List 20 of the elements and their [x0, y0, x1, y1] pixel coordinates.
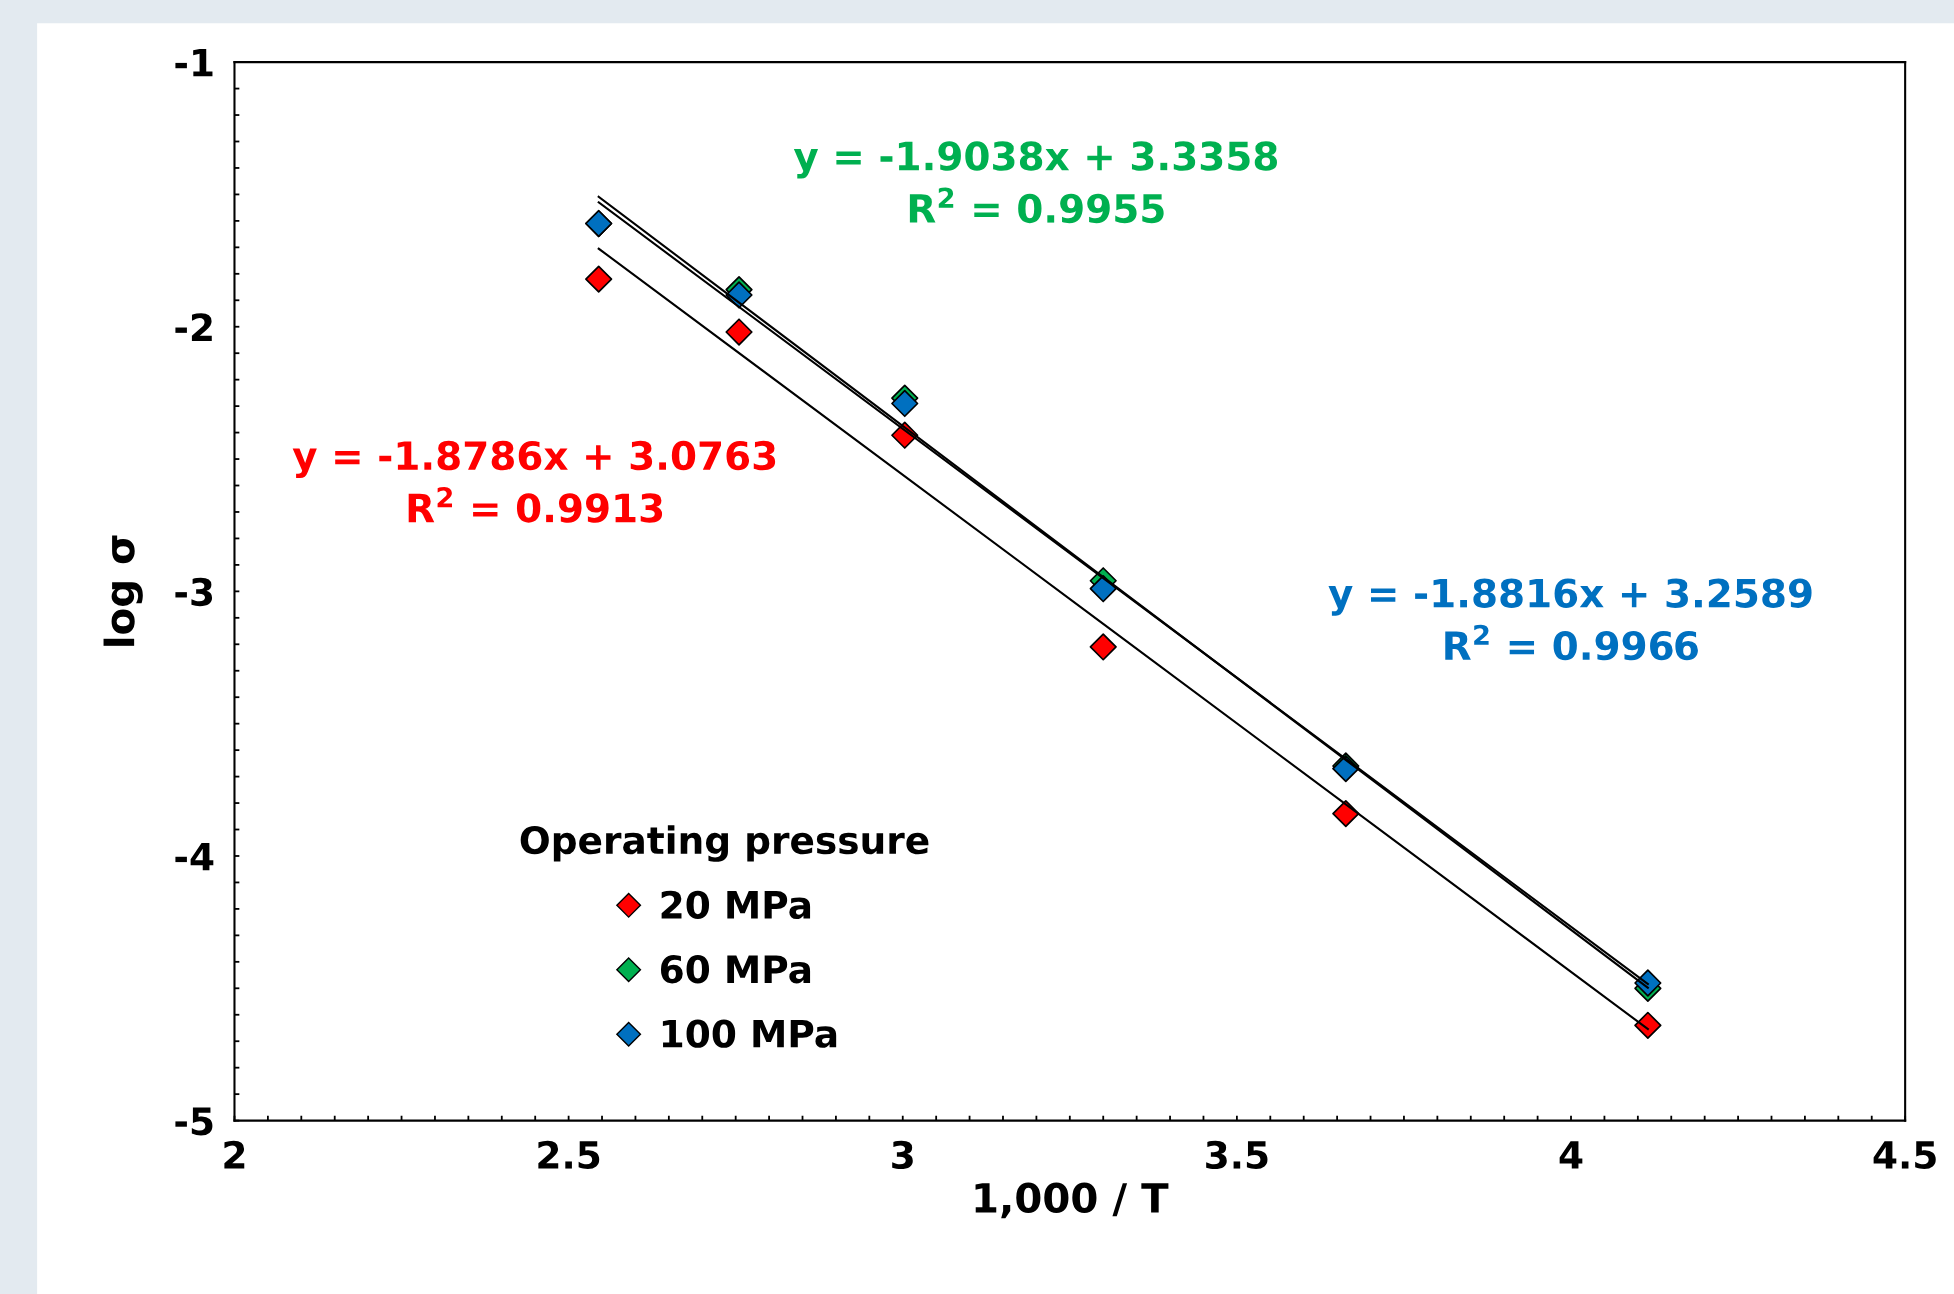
annotation: y = -1.8816x + 3.2589 R$^{2}$ = 0.9966	[1328, 578, 1812, 661]
legend-label: 20 MPa	[661, 890, 811, 919]
x-axis-title: 1,000 / T	[975, 1182, 1169, 1219]
y-tick-label: -1	[175, 49, 213, 77]
y-tick-label: -2	[175, 313, 212, 341]
x-tick-label: 4	[1559, 1141, 1583, 1169]
x-tick-label: 3	[892, 1140, 913, 1170]
legend-title: Operating pressure	[520, 825, 929, 862]
legend-label: 60 MPa	[660, 955, 811, 984]
legend-label: 100 MPa	[662, 1019, 837, 1048]
annotation: y = -1.8786x + 3.0763 R$^{2}$ = 0.9913	[292, 440, 776, 523]
x-tick-label: 3.5	[1206, 1140, 1268, 1170]
x-tick-label: 2	[224, 1140, 245, 1169]
x-tick-label: 2.5	[538, 1140, 600, 1170]
x-tick-label: 4.5	[1873, 1141, 1936, 1170]
y-axis-title: log σ	[103, 535, 143, 646]
y-tick-label: -3	[175, 577, 213, 607]
y-tick-label: -5	[175, 1107, 213, 1136]
annotation: y = -1.9038x + 3.3358 R$^{2}$ = 0.9955	[793, 141, 1278, 224]
y-tick-label: -4	[175, 842, 214, 871]
